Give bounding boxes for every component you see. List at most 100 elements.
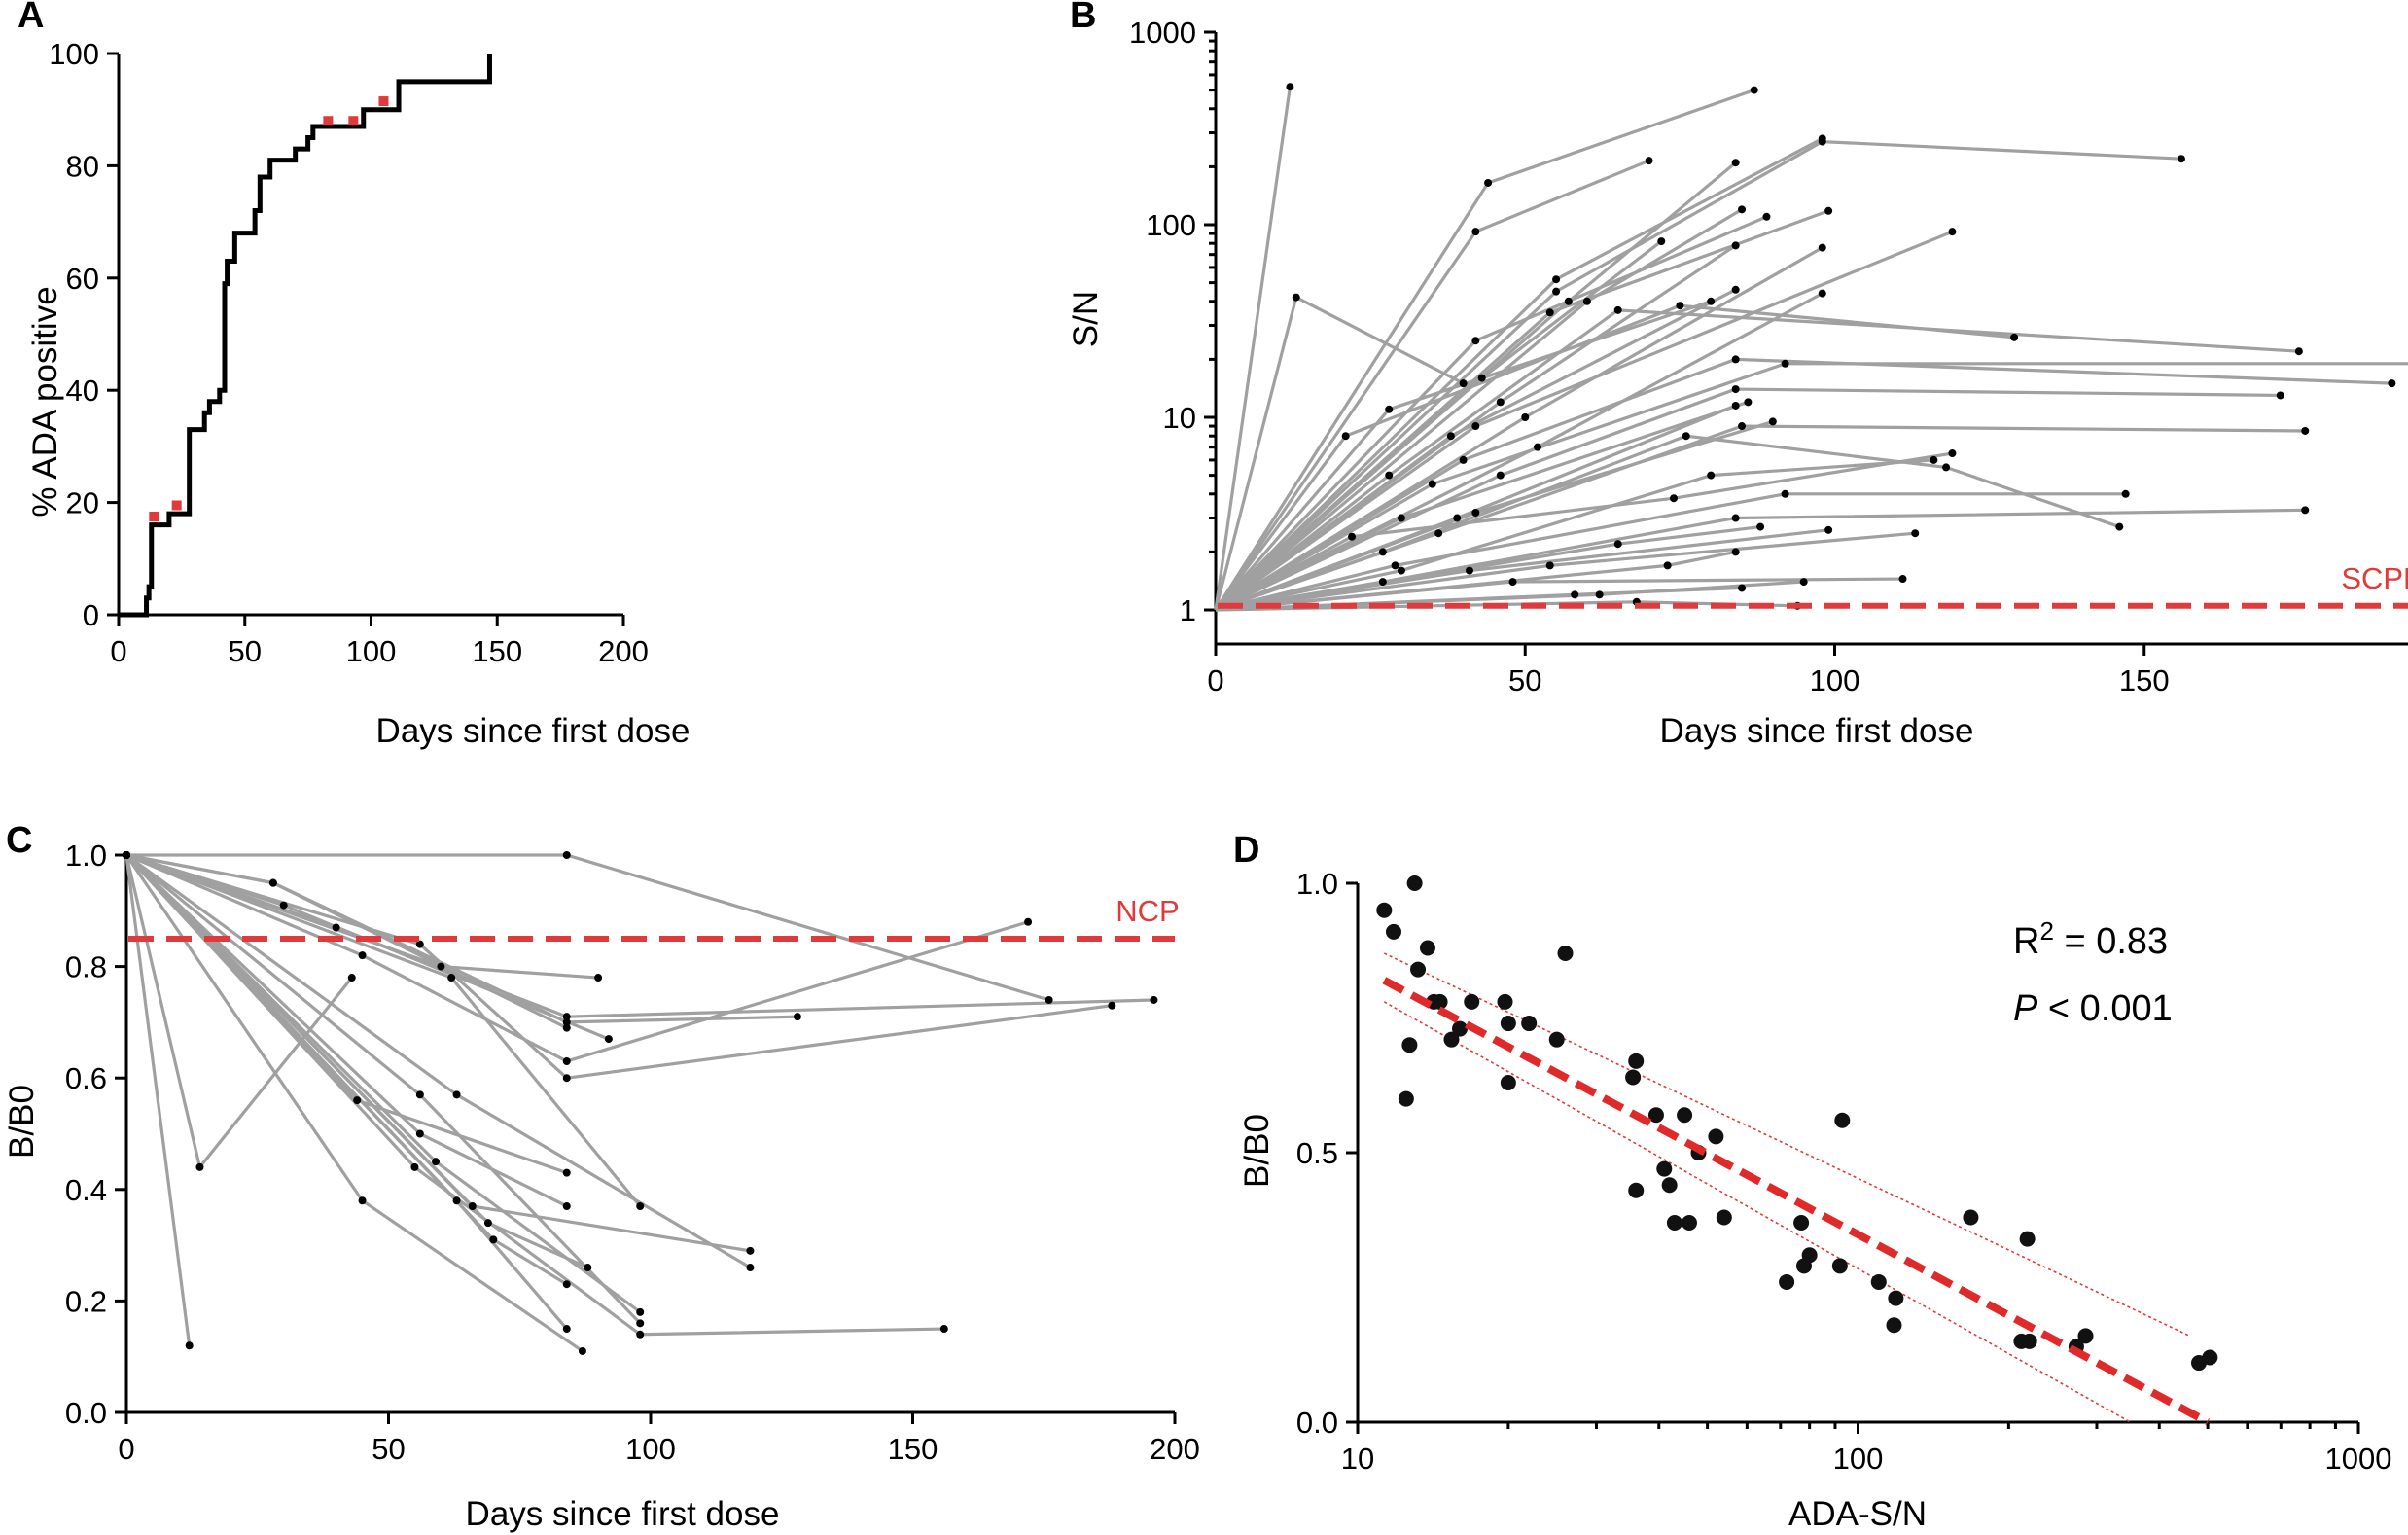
- series-line: [1214, 87, 1292, 611]
- series-point: [1756, 522, 1765, 531]
- series-point: [1595, 590, 1604, 599]
- series-point: [1564, 297, 1573, 305]
- r-label: R: [2013, 921, 2039, 962]
- series-point: [2388, 379, 2396, 388]
- y-tick-label: 0.6: [65, 1061, 107, 1095]
- series-point: [562, 1057, 571, 1066]
- scatter-point: [1398, 1090, 1414, 1107]
- panel-b-xlabel: Days since first dose: [1660, 712, 1974, 750]
- scatter-point: [1500, 1074, 1516, 1090]
- x-tick-label: 100: [1810, 663, 1860, 697]
- series-point: [1930, 455, 1938, 464]
- series-point: [2115, 522, 2124, 531]
- scatter-point: [1443, 1031, 1460, 1048]
- censor-mark: [171, 500, 182, 511]
- scatter-point: [1801, 1247, 1818, 1264]
- series-point: [1471, 508, 1480, 517]
- scatter-point: [1681, 1215, 1697, 1232]
- series-line: [124, 854, 192, 1346]
- series-point: [1799, 578, 1808, 587]
- r-squared-superscript: 2: [2039, 916, 2053, 946]
- y-tick-label: 0.2: [65, 1284, 107, 1318]
- series-point: [1731, 285, 1740, 294]
- x-tick-label: 10: [1341, 1442, 1374, 1476]
- scpf-label: SCPF: [2341, 561, 2408, 595]
- series-point: [1731, 355, 1740, 364]
- scatter-point: [1666, 1215, 1682, 1232]
- series-point: [1397, 514, 1405, 522]
- series-point: [1496, 471, 1505, 480]
- ci-lower-line: [1383, 1001, 2131, 1423]
- series-point: [483, 1219, 492, 1228]
- series-point: [746, 1246, 755, 1255]
- series-point: [562, 1023, 571, 1032]
- panel-c-label: C: [6, 820, 32, 861]
- x-tick-label: 1000: [2325, 1442, 2392, 1476]
- series-point: [1397, 566, 1405, 575]
- y-tick-label: 60: [66, 262, 99, 296]
- censor-mark: [149, 512, 159, 522]
- series-point: [447, 974, 456, 982]
- series-point: [415, 1129, 424, 1138]
- scatter-point: [1677, 1107, 1693, 1124]
- series-line: [1214, 303, 2015, 611]
- series-point: [268, 878, 277, 887]
- series-point: [1738, 584, 1747, 592]
- series-point: [1385, 405, 1394, 413]
- series-point: [1911, 529, 1920, 538]
- km-curve: [119, 54, 492, 618]
- series-point: [410, 1162, 419, 1171]
- series-point: [353, 1096, 362, 1105]
- series-point: [1552, 287, 1561, 296]
- series-point: [1781, 489, 1789, 498]
- x-tick-label: 200: [598, 634, 649, 668]
- series-point: [1496, 398, 1505, 407]
- scatter-point: [1452, 1020, 1469, 1037]
- series-point: [1781, 359, 1789, 368]
- series-point: [2301, 426, 2310, 435]
- x-tick-label: 0: [1207, 663, 1223, 697]
- series-point: [489, 1235, 498, 1244]
- panel-c: C 0 50 100 150 200 0.0 0.2 0.4 0.6 0.8 1.0 NCP Days…: [3, 820, 1200, 1533]
- x-tick-label: 100: [346, 634, 397, 668]
- series-point: [1471, 422, 1480, 431]
- series-point: [636, 1307, 645, 1316]
- series-line: [1215, 362, 2408, 612]
- scatter-point: [1886, 1317, 1902, 1334]
- series-point: [1738, 205, 1747, 214]
- panel-d: D 10 100 1000 0.0 0.5 1.0 R2 = 0.83 P < 0.001 A…: [1233, 830, 2391, 1533]
- y-tick-label: 10: [1163, 401, 1196, 435]
- scatter-point: [1661, 1177, 1678, 1194]
- scatter-point: [1628, 1053, 1645, 1069]
- series-line: [1215, 451, 1953, 612]
- y-tick-label: 0: [83, 598, 99, 632]
- y-tick-label: 1000: [1129, 16, 1196, 50]
- series-point: [604, 1035, 613, 1044]
- series-point: [1521, 413, 1530, 421]
- series-line: [124, 853, 944, 1337]
- series-point: [2294, 347, 2303, 356]
- series-point: [1657, 237, 1666, 246]
- series-point: [2177, 155, 2185, 163]
- series-line: [1215, 308, 2299, 612]
- series-point: [1465, 566, 1473, 575]
- x-tick-label: 150: [2119, 663, 2170, 697]
- series-point: [332, 923, 340, 932]
- series-point: [1108, 1001, 1116, 1010]
- series-point: [562, 1074, 571, 1083]
- series-point: [185, 1341, 194, 1350]
- series-point: [636, 1330, 645, 1339]
- series-point: [1818, 137, 1826, 146]
- x-tick-label: 100: [1833, 1442, 1884, 1476]
- series-point: [432, 1158, 441, 1166]
- series-point: [1341, 432, 1350, 441]
- series-point: [1484, 178, 1493, 187]
- y-tick-label: 1.0: [65, 839, 107, 873]
- panel-a: A 0 50 100 150 200 0 20 40 60 80 100 Days since fi…: [18, 0, 690, 750]
- panel-a-xlabel: Days since first dose: [376, 712, 691, 750]
- series-point: [562, 1013, 571, 1021]
- panel-b-ylabel: S/N: [1067, 291, 1105, 347]
- scatter-point: [1793, 1215, 1810, 1232]
- series-line: [125, 853, 1113, 1080]
